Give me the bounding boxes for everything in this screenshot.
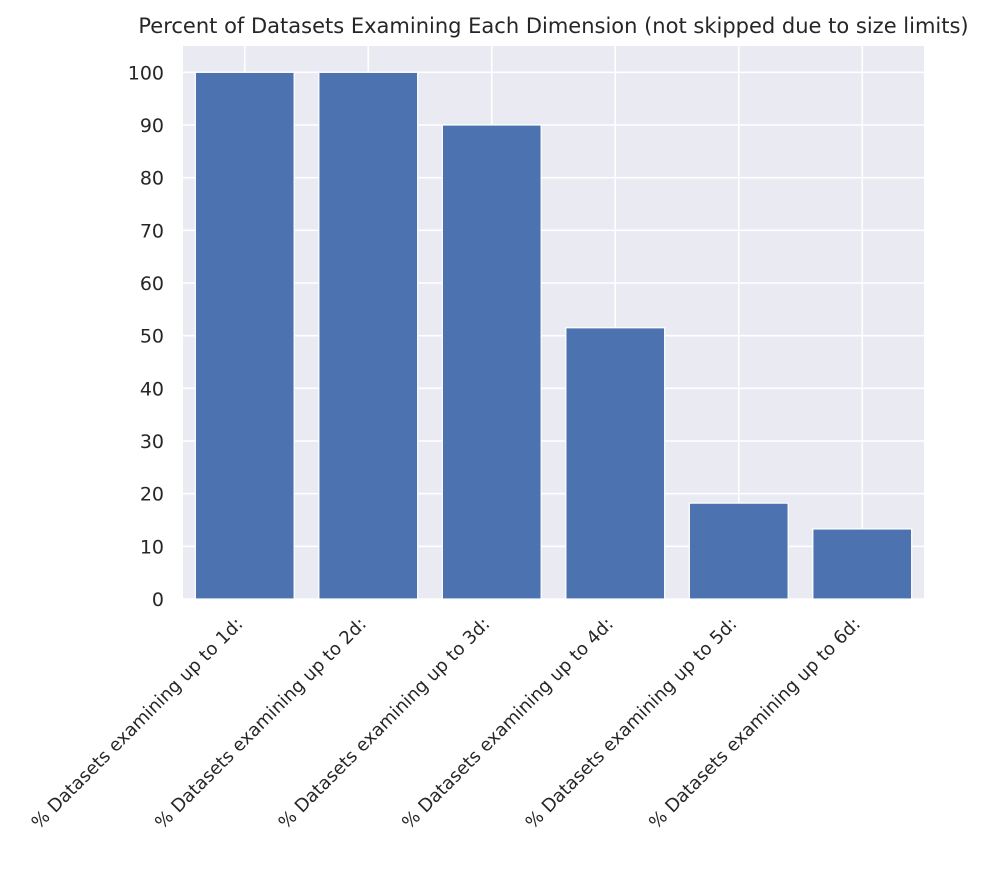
bar: [812, 528, 913, 600]
x-tick-label: % Datasets examining up to 4d:: [398, 614, 618, 834]
bars: [194, 71, 913, 600]
y-tick-label: 80: [140, 168, 164, 190]
y-tick-label: 100: [128, 62, 164, 84]
x-tick-label: % Datasets examining up to 1d:: [28, 614, 248, 834]
y-tick-label: 20: [140, 484, 164, 506]
x-tick-label: % Datasets examining up to 2d:: [151, 614, 371, 834]
y-tick-label: 70: [140, 220, 164, 242]
bar: [565, 327, 666, 600]
x-axis-ticks: % Datasets examining up to 1d:% Datasets…: [28, 614, 865, 834]
bar: [194, 71, 295, 600]
bar: [318, 71, 419, 600]
y-tick-label: 50: [140, 326, 164, 348]
x-tick-label: % Datasets examining up to 3d:: [275, 614, 495, 834]
y-tick-label: 40: [140, 378, 164, 400]
y-tick-label: 90: [140, 115, 164, 137]
bar: [688, 502, 789, 600]
x-tick-label: % Datasets examining up to 6d:: [645, 614, 865, 834]
plot-area: [183, 46, 924, 599]
chart-title: Percent of Datasets Examining Each Dimen…: [138, 14, 968, 38]
y-tick-label: 30: [140, 431, 164, 453]
bar: [441, 124, 542, 600]
y-tick-label: 0: [152, 589, 164, 611]
x-tick-label: % Datasets examining up to 5d:: [522, 614, 742, 834]
y-tick-label: 60: [140, 273, 164, 295]
y-tick-label: 10: [140, 536, 164, 558]
y-axis-ticks: 0 10 20 30 40 50 60 70 80 90 100: [128, 62, 164, 611]
